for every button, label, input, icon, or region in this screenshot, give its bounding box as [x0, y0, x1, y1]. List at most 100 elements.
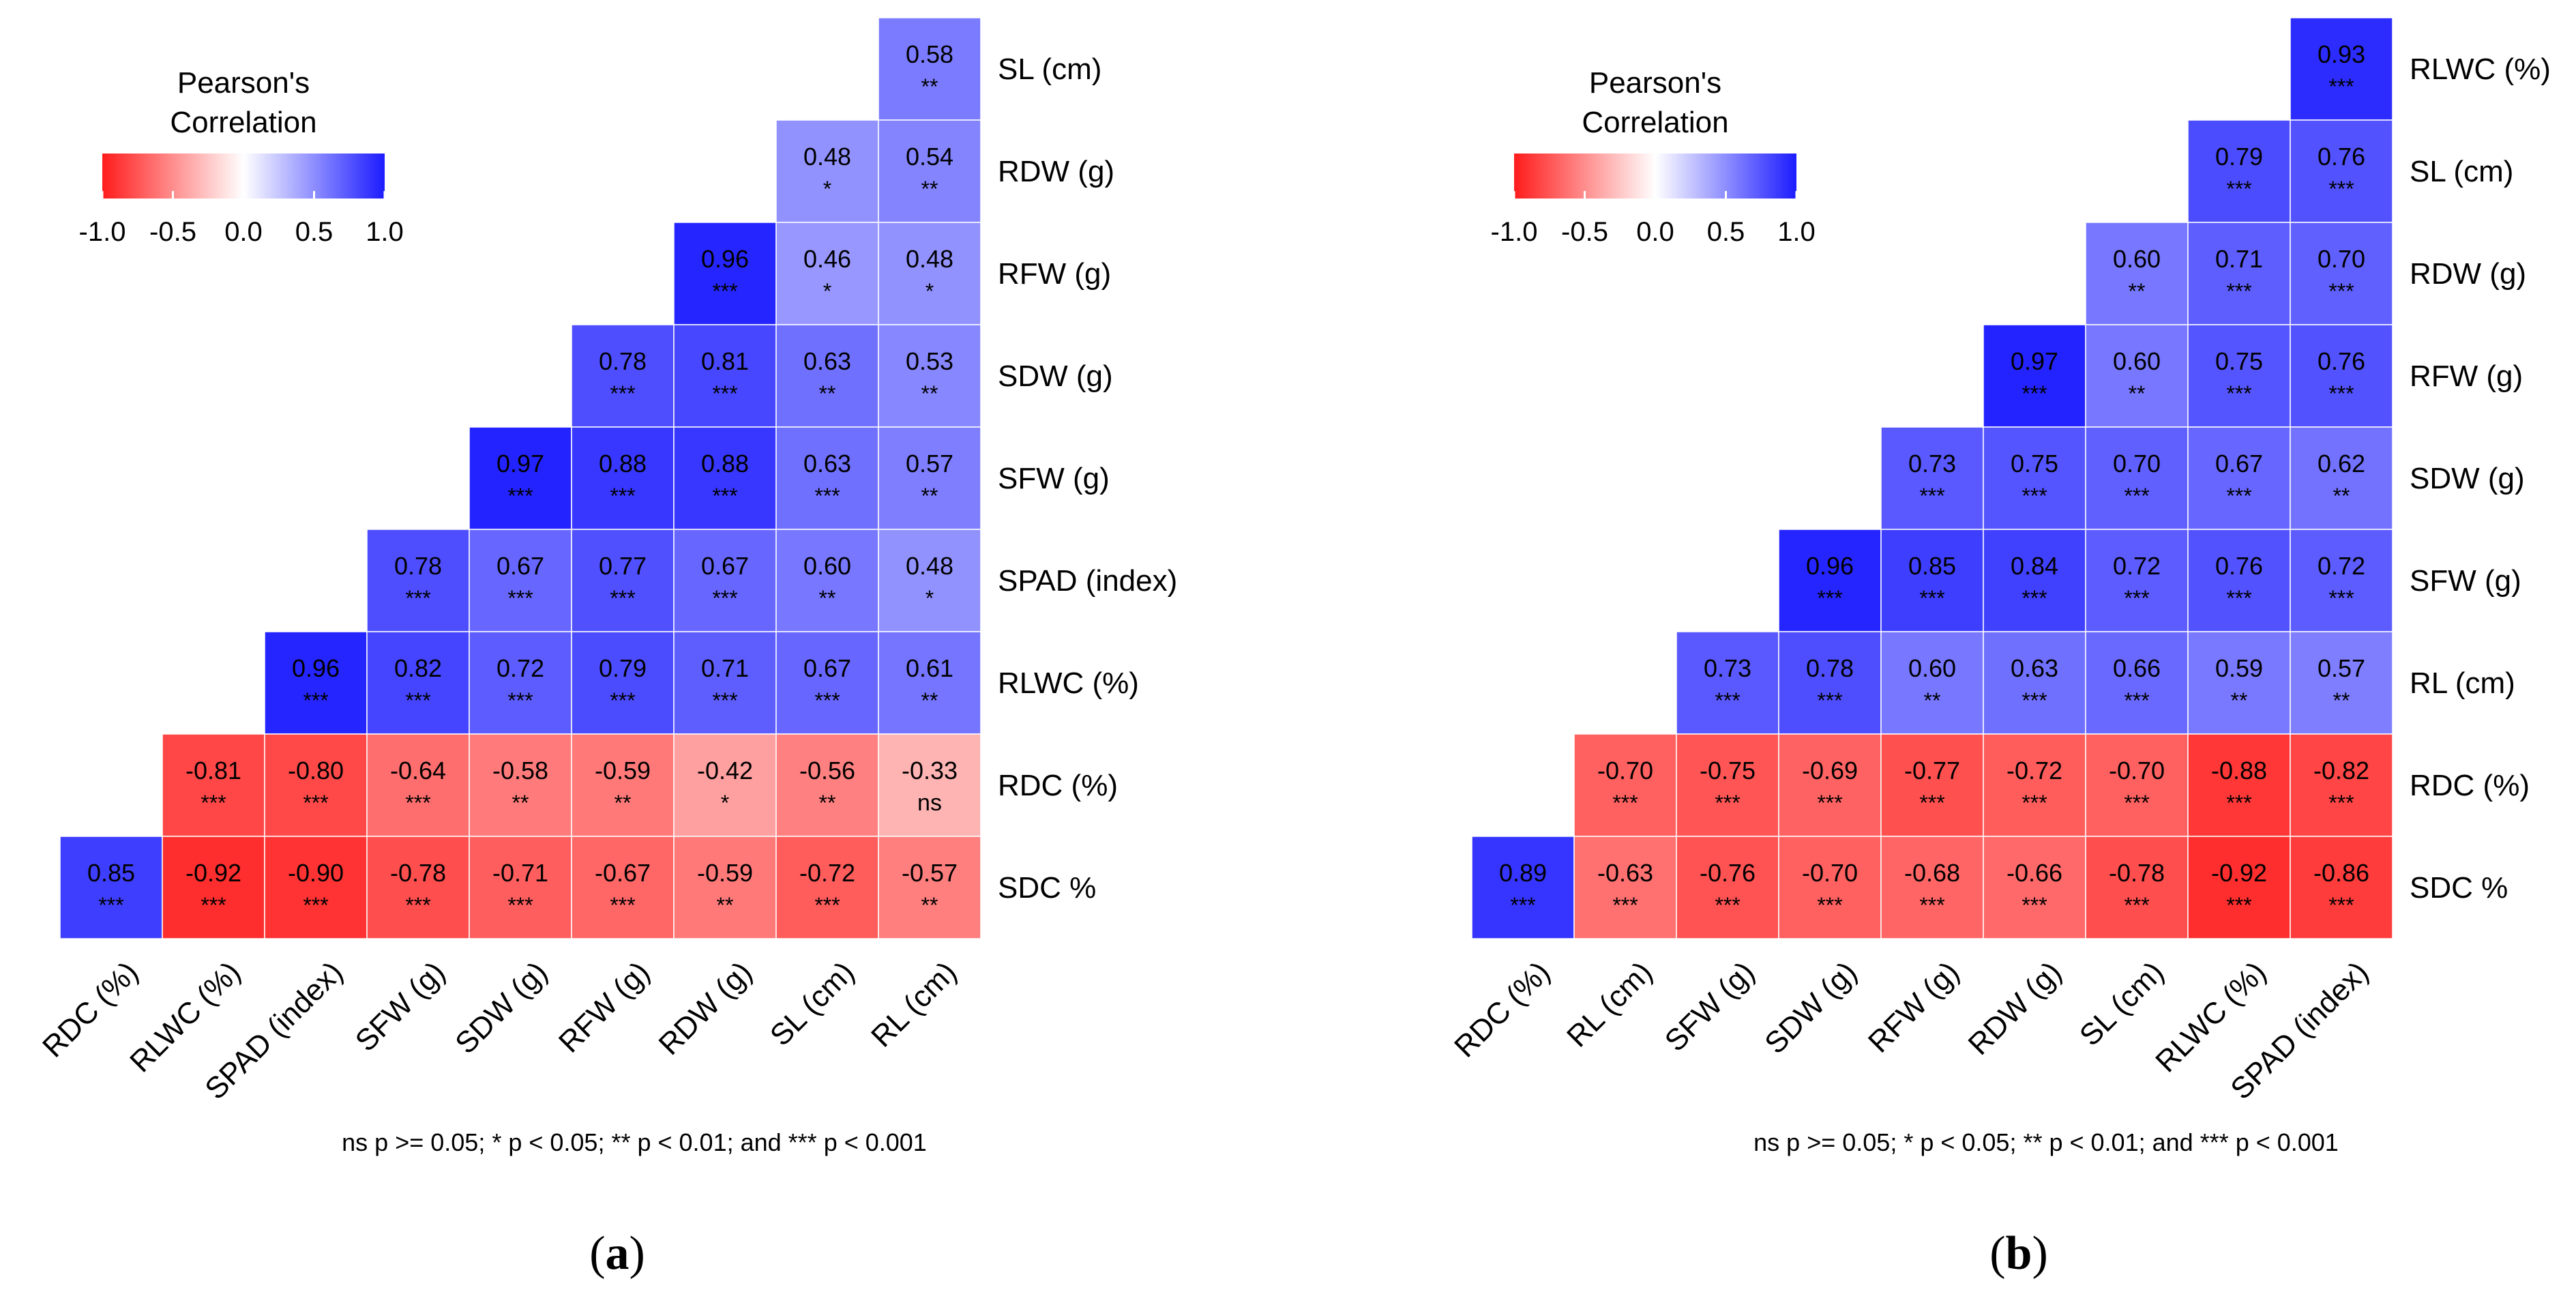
panel-a-cell-significance: ***	[405, 586, 430, 611]
panel-a-cell-value: -0.80	[288, 757, 344, 785]
panel-a-cell-rect	[673, 529, 777, 632]
panel-a-cell-r4-c4: 0.97 ***	[469, 426, 572, 530]
panel-a-cell-value: 0.72	[497, 654, 544, 682]
panel-a: Pearson's Correlation -1.0 -0.5 0.0 0.5 1.0 …	[36, 17, 1177, 1280]
panel-a-cell-significance: ***	[610, 586, 635, 611]
panel-a-cell-rect	[775, 324, 879, 428]
panel-a-cell-r7-c6: -0.42 *	[673, 733, 777, 837]
panel-b-cell-rect	[1983, 426, 2086, 530]
panel-a-footnote: ns p >= 0.05; * p < 0.05; ** p < 0.01; a…	[342, 1128, 927, 1156]
panel-b-cell-r5-c3: 0.96 ***	[1778, 529, 1882, 632]
panel-a-cell-r8-c0: 0.85 ***	[59, 836, 163, 939]
panel-b-cell-rect	[2290, 426, 2393, 530]
panel-a-cell-rect	[775, 836, 879, 939]
panel-b-y-label: SL (cm)	[2410, 155, 2513, 188]
panel-a-legend-tick-label: 1.0	[366, 217, 404, 247]
panel-a-cell-significance: **	[819, 381, 836, 406]
panel-b-cell-value: 0.84	[2011, 552, 2058, 580]
panel-b-cell-rect	[2290, 222, 2393, 325]
panel-a-cell-value: 0.78	[394, 552, 442, 580]
panel-a-cell-rect	[878, 836, 981, 939]
panel-b-cell-r4-c8: 0.62 **	[2290, 426, 2393, 530]
panel-b-cell-rect	[1573, 733, 1677, 837]
panel-b-y-label: RFW (g)	[2410, 360, 2523, 393]
panel-b-cell-r8-c7: -0.92 ***	[2187, 836, 2291, 939]
panel-b-cell-value: 0.76	[2215, 552, 2263, 580]
panel-b-cell-rect	[2187, 836, 2291, 939]
panel-b-label: (b)	[1989, 1227, 2048, 1280]
panel-a-cell-significance: ***	[303, 893, 328, 918]
panel-b-cell-rect	[2290, 733, 2393, 837]
panel-b-cell-rect	[1983, 733, 2086, 837]
panel-a-y-label: SFW (g)	[998, 462, 1110, 495]
panel-b-cell-rect	[2187, 426, 2291, 530]
panel-b-cell-rect	[2085, 426, 2189, 530]
panel-a-cell-significance: ***	[712, 484, 737, 508]
panel-a-cell-value: 0.46	[803, 245, 851, 273]
panel-a-cell-significance: ***	[814, 893, 840, 918]
panel-a-cell-r8-c8: -0.57 **	[878, 836, 981, 939]
panel-b-cell-significance: **	[2129, 279, 2146, 304]
panel-a-cell-value: 0.96	[292, 654, 340, 682]
panel-a-cell-significance: ***	[610, 893, 635, 918]
panel-a-cell-value: 0.79	[599, 654, 647, 682]
panel-b-cell-significance: ***	[2124, 791, 2149, 815]
panel-a-cell-value: -0.78	[390, 859, 446, 887]
panel-b-cell-r2-c6: 0.60 **	[2085, 222, 2189, 325]
panel-b-cell-rect	[1778, 733, 1882, 837]
panel-a-cell-rect	[162, 733, 265, 837]
panel-a-cell-significance: *	[823, 279, 831, 304]
panel-a-y-label: RFW (g)	[998, 257, 1111, 291]
panel-b-cell-rect	[1676, 836, 1779, 939]
panel-b-cell-rect	[1983, 836, 2086, 939]
panel-b-cell-r8-c5: -0.66 ***	[1983, 836, 2086, 939]
panel-a-cell-significance: ***	[712, 381, 737, 406]
panel-a-y-label: RLWC (%)	[998, 666, 1139, 700]
panel-a-cell-rect	[571, 529, 675, 632]
panel-b-cell-value: 0.57	[2318, 654, 2365, 682]
panel-b-legend: Pearson's Correlation -1.0 -0.5 0.0 0.5 1.0	[1491, 66, 1816, 247]
panel-b-cell-rect	[2187, 529, 2291, 632]
panel-a-cell-significance: **	[615, 791, 632, 815]
panel-a-cell-significance: ***	[405, 688, 430, 713]
panel-b-cell-value: -0.77	[1904, 757, 1960, 785]
panel-b-cell-rect	[2187, 222, 2291, 325]
panel-b-cell-significance: ***	[2226, 381, 2251, 406]
panel-b-cell-rect	[1471, 836, 1575, 939]
panel-b-cell-significance: ***	[2226, 177, 2251, 201]
panel-a-cell-r0-c8: 0.58 **	[878, 17, 981, 121]
panel-a-cell-r6-c4: 0.72 ***	[469, 631, 572, 735]
panel-b-y-label: RDC (%)	[2410, 769, 2530, 802]
panel-b-cell-r0-c8: 0.93 ***	[2290, 17, 2393, 121]
panel-b-x-label: SL (cm)	[2073, 955, 2170, 1052]
panel-b-cell-significance: ***	[2328, 586, 2354, 611]
panel-b-cell-r4-c4: 0.73 ***	[1880, 426, 1984, 530]
panel-b-cell-significance: ***	[1919, 586, 1944, 611]
panel-a-heatmap: 0.58**0.48*0.54**0.96***0.46*0.48*0.78**…	[59, 17, 981, 939]
panel-a-legend-tick-label: 0.5	[295, 217, 334, 247]
panel-a-cell-rect	[878, 17, 981, 121]
panel-a-y-labels: SL (cm) RDW (g) RFW (g) SDW (g) SFW (g) SPAD …	[998, 53, 1177, 905]
panel-a-cell-r8-c1: -0.92 ***	[162, 836, 265, 939]
panel-a-cell-value: -0.58	[492, 757, 548, 785]
panel-a-cell-significance: **	[921, 177, 938, 201]
panel-b-cell-r6-c5: 0.63 ***	[1983, 631, 2086, 735]
panel-a-cell-r3-c8: 0.53 **	[878, 324, 981, 428]
panel-b-cell-rect	[2187, 324, 2291, 428]
panel-b-cell-value: -0.70	[1597, 757, 1653, 785]
panel-b-cell-value: 0.60	[2113, 245, 2161, 273]
panel-a-cell-r6-c6: 0.71 ***	[673, 631, 777, 735]
panel-b-cell-value: 0.89	[1499, 859, 1547, 887]
panel-b-legend-tick-label: -1.0	[1491, 217, 1538, 247]
panel-a-cell-significance: ***	[610, 688, 635, 713]
panel-a-cell-value: 0.81	[701, 347, 749, 375]
panel-a-cell-r7-c8: -0.33 ns	[878, 733, 981, 837]
panel-b: Pearson's Correlation -1.0 -0.5 0.0 0.5 1.0 …	[1448, 17, 2551, 1280]
panel-a-cell-rect	[571, 836, 675, 939]
panel-b-cell-r8-c6: -0.78 ***	[2085, 836, 2189, 939]
panel-b-cell-r2-c8: 0.70 ***	[2290, 222, 2393, 325]
panel-b-cell-significance: ***	[1919, 893, 1944, 918]
panel-b-cell-value: -0.92	[2211, 859, 2267, 887]
panel-a-cell-r1-c7: 0.48 *	[775, 119, 879, 223]
panel-b-cell-value: 0.67	[2215, 450, 2263, 478]
